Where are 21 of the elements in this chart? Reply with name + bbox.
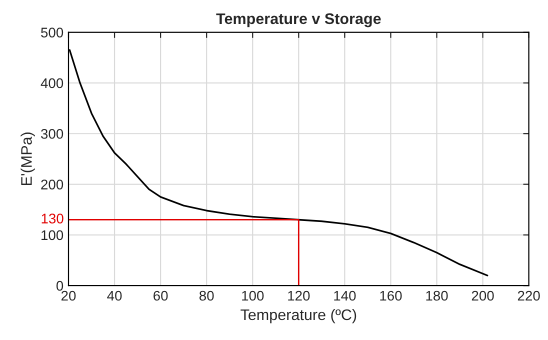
y-tick-label: 200 [41, 180, 64, 190]
x-tick-label: 80 [199, 290, 214, 301]
x-tick-label: 100 [242, 290, 264, 301]
x-tick-label: 120 [288, 290, 310, 301]
chart-title: Temperature v Storage [216, 13, 381, 28]
y-axis-title: E'(MPa) [20, 132, 35, 186]
y-tick-label: 500 [41, 28, 64, 38]
y-tick-label: 100 [42, 230, 64, 240]
x-tick-label: 40 [107, 290, 122, 301]
x-tick-label: 200 [472, 290, 494, 301]
ref-line-label: 130 [42, 214, 64, 224]
x-tick-label: 160 [380, 290, 402, 301]
x-tick-label: 220 [518, 290, 540, 301]
x-tick-label: 180 [426, 290, 448, 301]
x-axis-title: Temperature (ºC) [240, 308, 356, 324]
y-tick-label: 400 [40, 78, 64, 88]
x-tick-label: 20 [61, 290, 76, 301]
y-tick-label: 300 [41, 128, 64, 139]
x-tick-label: 140 [334, 290, 356, 301]
y-tick-label: 0 [56, 280, 64, 291]
x-tick-label: 60 [154, 290, 168, 301]
